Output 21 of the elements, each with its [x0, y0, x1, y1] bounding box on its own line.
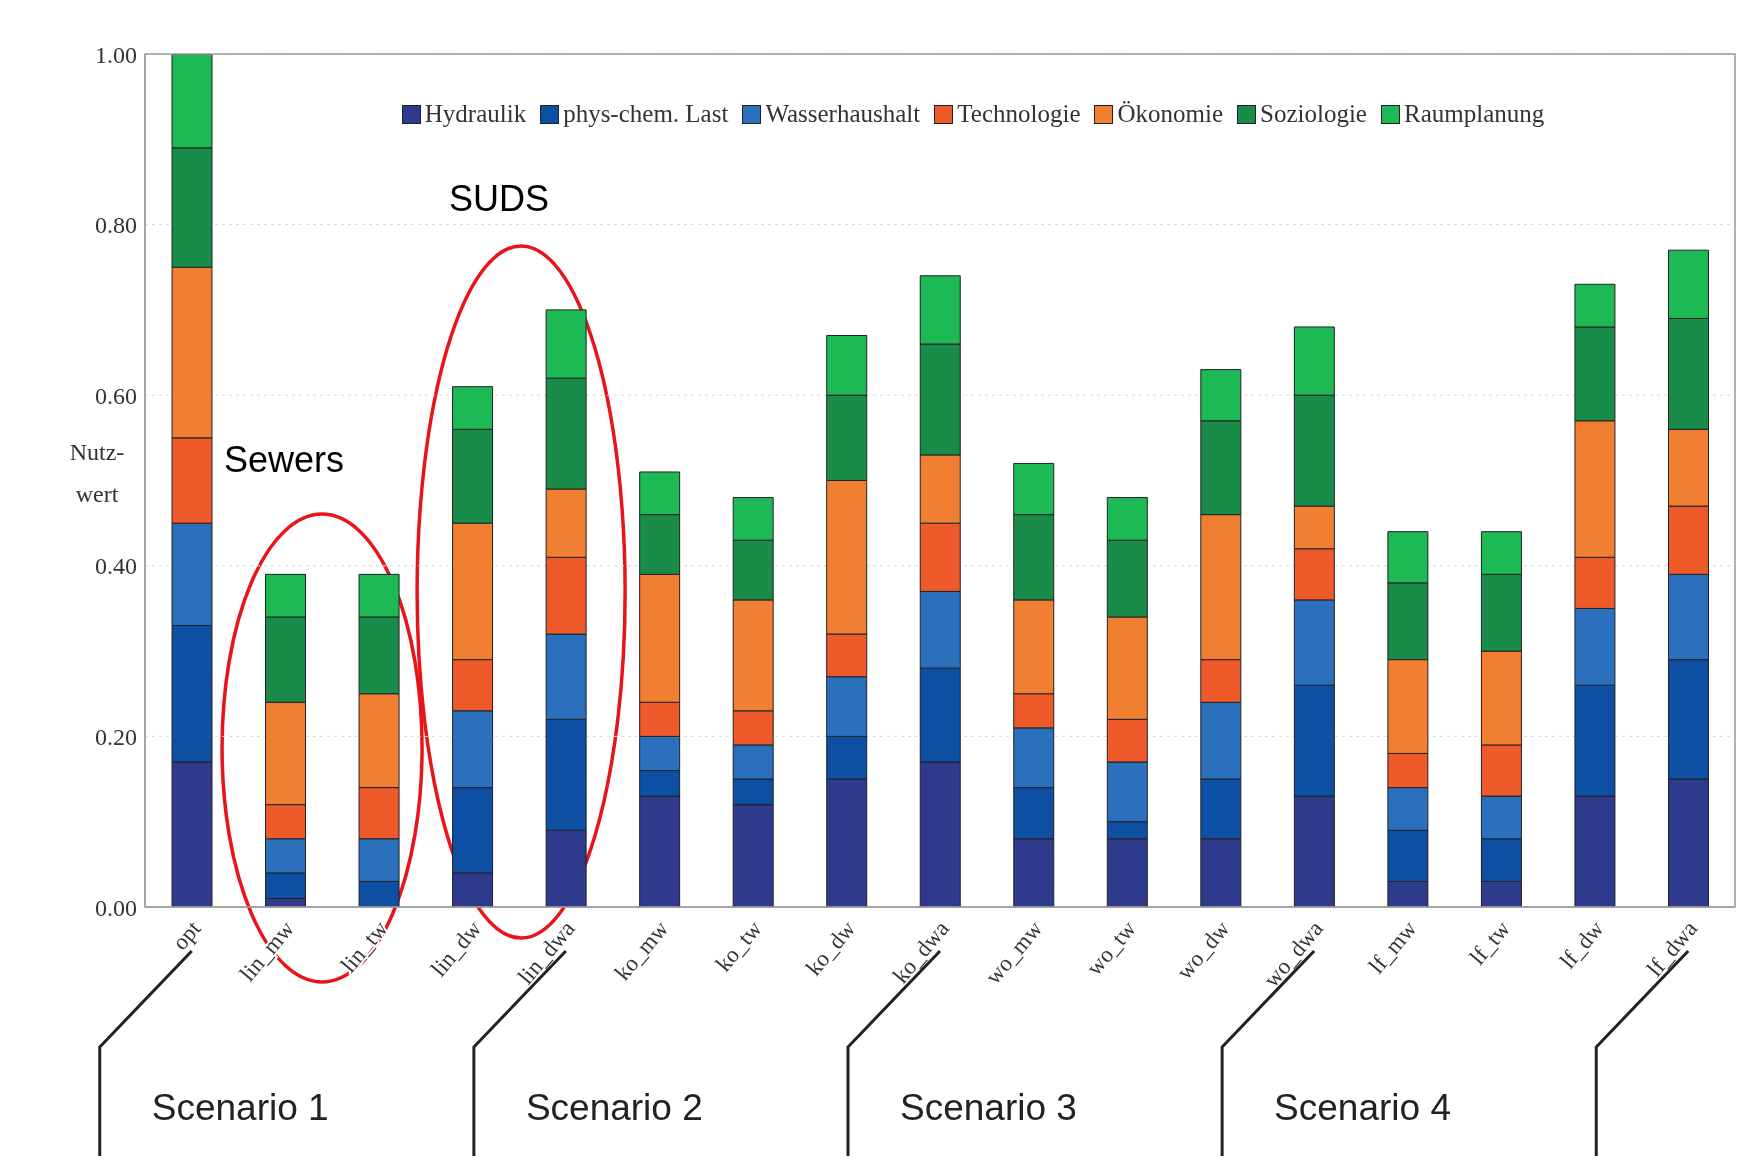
y-tick-label: 0.00 [95, 894, 137, 921]
legend-label: Hydraulik [424, 100, 527, 128]
text: Scenario 3 [900, 1087, 1077, 1128]
x-tick-label: opt [167, 915, 206, 955]
y-tick-label: 0.80 [95, 212, 137, 239]
legend-label: Raumplanung [1403, 100, 1545, 128]
y-tick-label: 1.00 [95, 41, 137, 68]
legend-label: Technologie [957, 100, 1081, 128]
y-axis-title: Nutz- wert [69, 439, 125, 507]
text: Scenario 4 [1274, 1087, 1452, 1128]
text: Scenario 1 [151, 1087, 329, 1128]
legend-label: Wasserhaushalt [765, 100, 921, 128]
annotation: Sewers [224, 439, 345, 480]
legend-label: phys-chem. Last [563, 100, 729, 128]
text: Scenario 2 [525, 1087, 703, 1128]
y-tick-label: 0.60 [95, 382, 137, 409]
legend-label: Soziologie [1260, 100, 1367, 128]
y-tick-label: 0.40 [95, 553, 137, 580]
y-tick-label: 0.20 [95, 723, 137, 750]
legend-label: Ökonomie [1117, 100, 1224, 128]
annotation: SUDS [449, 178, 550, 219]
